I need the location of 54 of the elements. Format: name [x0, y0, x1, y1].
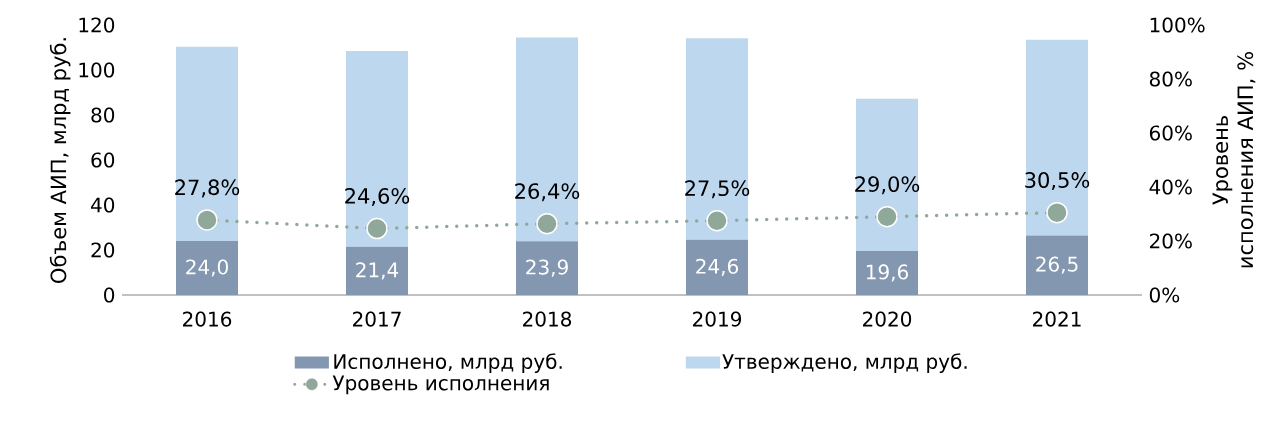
data-label: 27,5% [685, 180, 750, 199]
y-tick-label: 0 [104, 287, 115, 303]
y-tick-label: 120 [79, 17, 115, 33]
y-tick-label: 20 [91, 242, 115, 258]
y-tick-label: 100 [79, 62, 115, 78]
point [536, 212, 558, 235]
bar [346, 246, 408, 295]
y2-tick-label: 100% [1150, 17, 1205, 33]
bar [1026, 235, 1088, 295]
bar [686, 38, 748, 240]
y-tick-label: 40 [90, 197, 115, 213]
y2-tick-label: 20% [1150, 233, 1192, 249]
data-label: 23,9 [526, 259, 568, 277]
x-tick-label: 2019 [693, 311, 742, 327]
bar [176, 46, 238, 241]
legend-label: Исполнено, млрд руб. [334, 353, 562, 373]
data-label: 27,8% [175, 179, 240, 198]
y-axis-title: Объем АИП, млрд руб. [49, 38, 71, 283]
data-label: 26,5 [1036, 256, 1078, 274]
y2-axis-title: Уровень исполнения АИП, % [1212, 51, 1256, 268]
point [196, 209, 218, 231]
x-tick-label: 2017 [353, 311, 401, 327]
y2-tick-label: 60% [1149, 125, 1192, 141]
point [1046, 201, 1068, 224]
bar [856, 98, 918, 251]
data-label: 29,0% [855, 176, 920, 195]
x-tick-label: 2016 [183, 311, 232, 327]
bar [856, 250, 918, 295]
bar [516, 241, 578, 295]
bar [686, 239, 748, 295]
data-label: 21,4 [356, 262, 399, 280]
point [706, 210, 728, 232]
y2-tick-label: 80% [1149, 71, 1192, 87]
x-tick-label: 2021 [1033, 311, 1081, 327]
y-tick-label: 80 [91, 107, 115, 123]
bar [1026, 39, 1088, 236]
data-label: 30,5% [1025, 172, 1090, 191]
point [366, 217, 388, 240]
x-tick-label: 2018 [523, 311, 572, 327]
legend-label: Утверждено, млрд руб. [722, 353, 967, 373]
data-label: 19,6 [866, 264, 908, 282]
bar [516, 37, 578, 242]
point [876, 205, 898, 228]
data-label: 24,6% [345, 188, 410, 207]
y2-tick-label: 0% [1149, 287, 1180, 303]
x-tick-label: 2020 [863, 311, 912, 327]
data-label: 24,6 [696, 258, 738, 276]
data-label: 24,0 [186, 259, 228, 277]
legend-label: Уровень исполнения [332, 375, 549, 395]
bar [176, 241, 238, 295]
y-tick-label: 60 [91, 152, 115, 168]
y2-tick-label: 40% [1149, 179, 1192, 195]
data-label: 26,4% [515, 183, 580, 202]
bar [346, 51, 408, 247]
